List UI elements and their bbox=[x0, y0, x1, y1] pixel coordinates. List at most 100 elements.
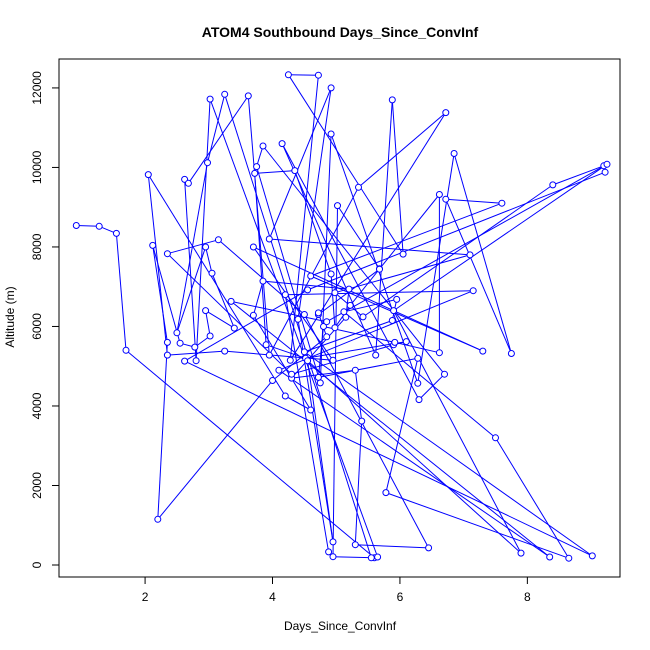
data-point bbox=[192, 357, 200, 365]
y-tick-label: 2000 bbox=[30, 472, 44, 499]
series-segment bbox=[205, 246, 213, 274]
series-segment bbox=[125, 349, 375, 559]
y-axis-label: Altitude (m) bbox=[3, 286, 17, 347]
data-point bbox=[265, 351, 273, 359]
data-point bbox=[244, 92, 252, 100]
series-points bbox=[72, 71, 611, 562]
x-tick-label: 8 bbox=[524, 590, 531, 604]
data-point bbox=[122, 346, 130, 354]
data-point bbox=[281, 291, 289, 299]
series-segment bbox=[256, 166, 321, 384]
series-segment bbox=[252, 246, 334, 361]
series-segment bbox=[418, 373, 445, 400]
data-point bbox=[163, 351, 171, 359]
series-segment bbox=[304, 351, 593, 557]
series-segment bbox=[354, 370, 363, 422]
data-point bbox=[327, 270, 335, 278]
series-segment bbox=[304, 320, 393, 353]
series-segment bbox=[272, 336, 328, 381]
data-point bbox=[479, 347, 487, 355]
series-segment bbox=[307, 360, 334, 542]
series-segment bbox=[205, 310, 235, 329]
series-segment bbox=[224, 350, 334, 361]
data-point bbox=[435, 349, 443, 357]
series-segment bbox=[253, 246, 484, 352]
series-segment bbox=[285, 395, 311, 411]
series-segment bbox=[355, 544, 429, 549]
data-point bbox=[329, 538, 337, 546]
series-segment bbox=[362, 184, 554, 318]
data-point bbox=[221, 90, 229, 98]
data-point bbox=[181, 357, 189, 365]
y-tick-label: 6000 bbox=[30, 313, 44, 340]
data-point bbox=[340, 308, 348, 316]
data-point bbox=[300, 311, 308, 318]
data-point bbox=[275, 366, 283, 374]
series-segment bbox=[393, 163, 608, 312]
data-point bbox=[163, 250, 171, 258]
y-tick-label: 8000 bbox=[30, 233, 44, 260]
series-segment bbox=[269, 238, 471, 256]
data-point bbox=[284, 71, 292, 79]
data-point bbox=[163, 338, 171, 346]
data-point bbox=[351, 366, 359, 374]
data-point bbox=[549, 181, 557, 189]
series-segment bbox=[337, 205, 380, 270]
data-point bbox=[565, 554, 573, 562]
series-segment bbox=[184, 179, 197, 361]
series-segment bbox=[252, 315, 312, 411]
data-point bbox=[325, 548, 333, 556]
series-segment bbox=[254, 170, 295, 174]
data-point bbox=[393, 295, 401, 303]
y-axis: 0 2000 4000 6000 8000 10000 12000 bbox=[30, 71, 60, 568]
series-segment bbox=[349, 194, 440, 306]
y-tick-label: 12000 bbox=[30, 71, 44, 105]
data-point bbox=[154, 515, 162, 523]
data-point bbox=[517, 549, 525, 557]
series-segment bbox=[291, 369, 356, 379]
series-segment bbox=[167, 239, 219, 255]
data-point bbox=[202, 307, 210, 315]
series-segment bbox=[294, 170, 332, 275]
data-point bbox=[259, 142, 267, 150]
data-point bbox=[249, 243, 257, 251]
series-segment bbox=[256, 145, 264, 167]
chart-title: ATOM4 Southbound Days_Since_ConvInf bbox=[202, 24, 479, 40]
data-point bbox=[327, 130, 335, 138]
data-point bbox=[144, 171, 152, 179]
data-point bbox=[288, 370, 296, 378]
data-point bbox=[300, 348, 308, 356]
data-point bbox=[376, 265, 383, 273]
data-point bbox=[227, 297, 235, 305]
data-point bbox=[307, 406, 315, 414]
data-point bbox=[95, 222, 103, 230]
series-segment bbox=[152, 245, 168, 343]
data-point bbox=[259, 277, 267, 285]
series-segment bbox=[307, 360, 522, 554]
data-point bbox=[469, 287, 477, 295]
data-point bbox=[269, 377, 276, 384]
data-point bbox=[304, 357, 312, 365]
data-point bbox=[323, 318, 331, 326]
series-segment bbox=[289, 112, 447, 361]
series-segment bbox=[417, 153, 455, 384]
series-segment bbox=[230, 301, 551, 558]
series-segment bbox=[495, 437, 570, 559]
data-point bbox=[355, 183, 362, 191]
data-point bbox=[202, 243, 210, 251]
series-segment bbox=[252, 280, 264, 316]
data-point bbox=[588, 552, 596, 560]
data-point bbox=[307, 272, 315, 280]
x-tick-label: 2 bbox=[142, 590, 149, 604]
data-point bbox=[262, 341, 270, 349]
data-point bbox=[206, 95, 214, 103]
y-tick-label: 10000 bbox=[30, 150, 44, 184]
series-segment bbox=[281, 143, 420, 400]
series-segment bbox=[152, 245, 181, 344]
series-segment bbox=[307, 171, 606, 291]
series-segment bbox=[167, 350, 225, 356]
data-point bbox=[331, 289, 339, 297]
data-point bbox=[314, 373, 322, 381]
series-segment bbox=[332, 205, 338, 557]
data-point bbox=[358, 417, 366, 425]
